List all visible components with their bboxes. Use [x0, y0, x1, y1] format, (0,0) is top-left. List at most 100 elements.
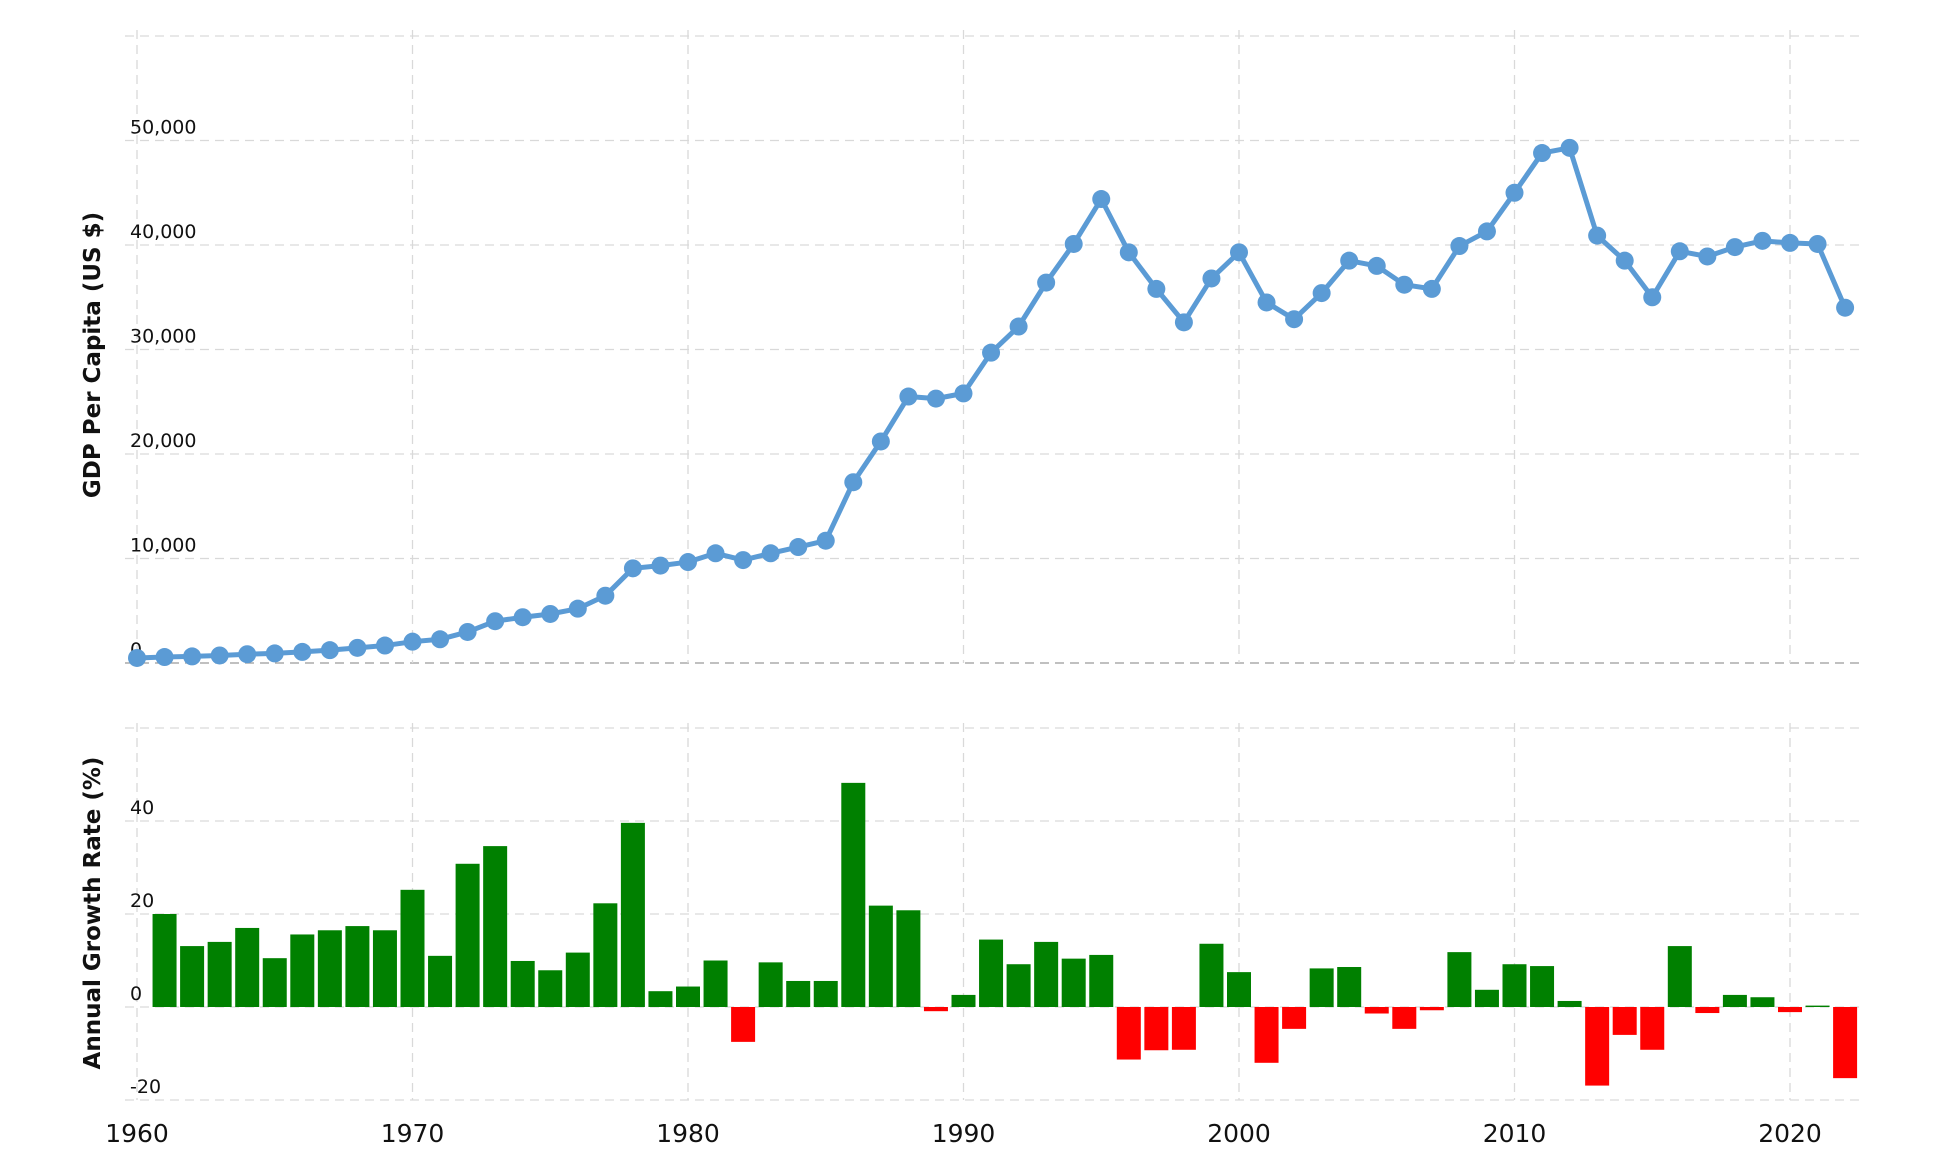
growth-bar — [868, 905, 893, 1007]
growth-bar — [1447, 952, 1472, 1007]
growth-bar — [1557, 1000, 1582, 1007]
gdp-point — [1064, 234, 1083, 253]
gdp-point — [1836, 298, 1855, 317]
gdp-point — [651, 556, 670, 575]
growth-bar — [923, 1007, 948, 1012]
gdp-point — [761, 544, 780, 563]
gdp-point — [1147, 279, 1166, 298]
gdp-point — [734, 551, 753, 570]
growth-bar — [620, 822, 645, 1007]
growth-y-tick-label: 20 — [130, 890, 154, 912]
gdp-point — [1808, 234, 1827, 253]
gdp-point — [403, 632, 422, 651]
gdp-point — [486, 612, 505, 631]
gdp-point — [1643, 288, 1662, 307]
gdp-point — [1340, 251, 1359, 270]
gdp-point — [1395, 275, 1414, 294]
gdp-point — [844, 473, 863, 492]
growth-bar — [1750, 997, 1775, 1007]
x-tick-label: 1990 — [932, 1119, 996, 1148]
gdp-point — [1450, 237, 1469, 256]
growth-bar — [290, 934, 315, 1007]
growth-bar — [1502, 964, 1527, 1007]
gdp-y-tick-label: 30,000 — [130, 326, 196, 348]
gdp-point — [513, 608, 532, 627]
gdp-point — [1009, 317, 1028, 336]
gdp-point — [926, 389, 945, 408]
gdp-point — [1037, 273, 1056, 292]
growth-bar — [345, 926, 370, 1007]
gdp-point — [1092, 190, 1111, 209]
growth-bar — [1722, 994, 1747, 1007]
growth-bar — [317, 930, 342, 1007]
gdp-point — [679, 553, 697, 572]
gdp-point — [375, 636, 394, 655]
growth-bar — [1667, 946, 1692, 1007]
growth-bar — [1585, 1007, 1610, 1086]
gdp-y-axis-title: GDP Per Capita (US $) — [80, 212, 106, 498]
growth-bar — [1612, 1007, 1637, 1035]
growth-bar — [1392, 1007, 1417, 1029]
gdp-point — [1725, 238, 1744, 257]
gdp-y-tick-label: 10,000 — [130, 535, 196, 557]
growth-bar — [1364, 1007, 1389, 1014]
gdp-point — [1670, 242, 1689, 261]
growth-bar — [979, 939, 1004, 1007]
gdp-point — [1533, 144, 1552, 163]
growth-bar — [455, 863, 480, 1007]
growth-bar — [235, 927, 260, 1007]
gdp-point — [1698, 247, 1717, 266]
growth-bar — [1144, 1007, 1169, 1051]
gdp-y-tick-label: 20,000 — [130, 430, 196, 452]
gdp-y-tick-label: 50,000 — [130, 117, 196, 139]
gdp-point — [982, 343, 1001, 362]
growth-bar — [786, 980, 811, 1007]
x-tick-label: 1980 — [656, 1119, 720, 1148]
growth-y-axis-title: Annual Growth Rate (%) — [80, 757, 106, 1070]
growth-bar — [1227, 972, 1251, 1007]
gdp-point — [1119, 243, 1138, 262]
growth-bar — [207, 941, 232, 1007]
gdp-point — [816, 531, 835, 550]
growth-bar — [372, 930, 397, 1007]
growth-bar — [1006, 964, 1031, 1007]
gdp-point — [954, 384, 973, 403]
gdp-point — [623, 559, 642, 578]
growth-bar — [951, 994, 976, 1007]
x-tick-label: 1960 — [105, 1119, 169, 1148]
gdp-point — [1560, 138, 1579, 157]
gdp-point — [155, 648, 174, 667]
growth-bar — [1116, 1007, 1141, 1060]
gdp-point — [1285, 310, 1304, 329]
growth-bar — [1337, 967, 1362, 1007]
gdp-point — [1202, 269, 1221, 288]
gdp-y-tick-label: 40,000 — [130, 221, 196, 243]
gdp-grid — [125, 30, 1860, 664]
gdp-line — [136, 145, 1848, 661]
growth-bar — [813, 980, 838, 1007]
gdp-point — [1422, 279, 1441, 298]
growth-bar — [703, 960, 728, 1007]
growth-bar — [1640, 1007, 1665, 1050]
gdp-point — [1477, 222, 1496, 241]
gdp-point — [596, 586, 615, 605]
growth-bar — [896, 910, 921, 1007]
gdp-point — [1505, 183, 1524, 202]
gdp-line-series — [128, 138, 1855, 667]
x-tick-label: 2000 — [1207, 1119, 1271, 1148]
gdp-point — [1588, 226, 1607, 245]
growth-bar — [1530, 966, 1555, 1007]
growth-bar — [1199, 943, 1224, 1007]
gdp-point — [1781, 233, 1799, 252]
x-tick-label: 2020 — [1758, 1119, 1822, 1148]
growth-bar — [1309, 968, 1334, 1007]
growth-y-tick-label: -20 — [130, 1076, 161, 1098]
growth-bar — [1805, 1005, 1830, 1007]
gdp-point — [789, 538, 808, 557]
growth-bar — [1034, 941, 1059, 1007]
growth-bar — [538, 970, 563, 1007]
gdp-point — [706, 544, 725, 563]
gdp-point — [183, 647, 202, 666]
gdp-point — [210, 646, 229, 665]
